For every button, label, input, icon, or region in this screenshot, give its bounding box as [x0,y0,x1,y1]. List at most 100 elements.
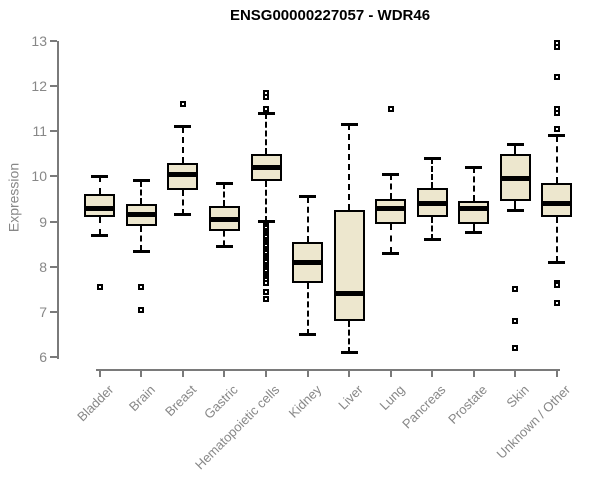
x-axis-tick [514,368,517,377]
upper-whisker-brain [140,180,143,204]
lower-whisker-kidney [306,282,309,335]
lower-whisker-cap-unknown-other [548,260,566,264]
x-axis-tick [265,368,267,377]
upper-whisker-cap-bladder [91,174,109,178]
y-axis-tick [50,265,57,268]
upper-whisker-kidney [306,196,309,242]
x-tick-label-brain: Brain [125,382,158,415]
median-line-kidney [292,259,324,265]
x-tick-label-pancreas: Pancreas [399,382,449,432]
y-axis-tick [50,311,57,314]
median-line-lung [375,205,407,211]
outlier-point-skin [512,286,519,293]
x-axis-tick [223,368,226,377]
y-axis-tick [50,130,57,133]
median-line-liver [333,291,365,297]
x-axis-tick [140,368,143,377]
y-tick-label: 7 [39,304,47,321]
upper-whisker-cap-hematopoietic-cells [257,111,275,115]
median-line-prostate [458,205,490,211]
median-line-skin [499,176,531,182]
upper-whisker-skin [514,144,517,154]
median-line-pancreas [416,201,448,207]
y-axis-tick [50,39,57,42]
x-axis-line [96,368,560,371]
lower-whisker-prostate [472,223,475,233]
outlier-point-brain [138,306,145,313]
y-tick-label: 10 [31,168,47,185]
lower-whisker-hematopoietic-cells [265,180,267,222]
y-axis-line [57,40,59,360]
outlier-point-skin [512,318,519,325]
lower-whisker-brain [140,226,143,252]
outlier-point-hematopoietic-cells [263,105,269,112]
outlier-point-unknown-other [553,300,560,307]
upper-whisker-unknown-other [555,135,558,184]
lower-whisker-breast [181,189,184,215]
median-line-breast [167,171,199,177]
upper-whisker-cap-prostate [465,165,483,169]
y-tick-label: 8 [39,258,47,275]
x-axis-tick [431,368,434,377]
lower-whisker-pancreas [431,217,434,240]
x-axis-tick [98,368,101,377]
x-tick-label-liver: Liver [335,382,366,413]
x-axis-tick [306,368,309,377]
median-line-brain [125,212,157,218]
y-tick-label: 13 [31,32,47,49]
lower-whisker-lung [389,223,392,254]
x-tick-label-prostate: Prostate [445,382,491,427]
x-axis-tick [389,368,392,377]
median-line-bladder [84,205,116,211]
upper-whisker-lung [389,174,392,199]
upper-whisker-cap-lung [382,172,400,176]
y-tick-label: 6 [39,349,47,366]
lower-whisker-cap-lung [382,251,400,255]
upper-whisker-cap-kidney [299,195,317,199]
lower-whisker-bladder [98,217,101,236]
x-tick-label-breast: Breast [162,382,200,420]
outlier-point-unknown-other [553,73,560,80]
upper-whisker-breast [181,126,184,163]
y-tick-label: 11 [32,123,47,140]
lower-whisker-cap-kidney [299,333,317,337]
outlier-point-hematopoietic-cells [263,94,269,101]
upper-whisker-cap-brain [132,179,150,183]
y-axis-tick [50,356,57,359]
y-axis-tick [50,220,57,223]
y-axis-tick [50,84,57,87]
y-tick-label: 9 [39,213,47,230]
outlier-point-skin [512,345,519,352]
x-tick-label-kidney: Kidney [285,382,325,421]
box-unknown-other [541,183,573,218]
median-line-hematopoietic-cells [250,164,282,170]
box-lung [375,199,407,224]
x-tick-label-gastric: Gastric [201,382,242,422]
lower-whisker-cap-liver [340,351,358,355]
upper-whisker-liver [348,124,351,211]
outlier-point-hematopoietic-cells [263,279,269,286]
lower-whisker-skin [514,201,517,211]
lower-whisker-gastric [223,230,226,247]
outlier-point-hematopoietic-cells [263,295,269,302]
outlier-point-hematopoietic-cells [263,288,269,295]
y-axis-tick [50,175,57,178]
upper-whisker-pancreas [431,158,434,188]
outlier-point-unknown-other [553,110,560,117]
x-tick-label-skin: Skin [503,382,532,411]
x-axis-tick [555,368,558,377]
lower-whisker-cap-gastric [215,244,233,248]
outlier-point-brain [138,284,145,291]
x-tick-label-lung: Lung [376,382,408,414]
lower-whisker-liver [348,321,351,353]
upper-whisker-cap-liver [340,122,358,126]
x-tick-label-bladder: Bladder [74,382,117,425]
median-line-gastric [208,216,240,222]
outlier-point-unknown-other [553,281,560,288]
outlier-point-unknown-other [553,44,560,51]
x-axis-tick [472,368,475,377]
upper-whisker-hematopoietic-cells [265,113,267,154]
upper-whisker-cap-pancreas [423,156,441,160]
lower-whisker-cap-pancreas [423,238,441,242]
